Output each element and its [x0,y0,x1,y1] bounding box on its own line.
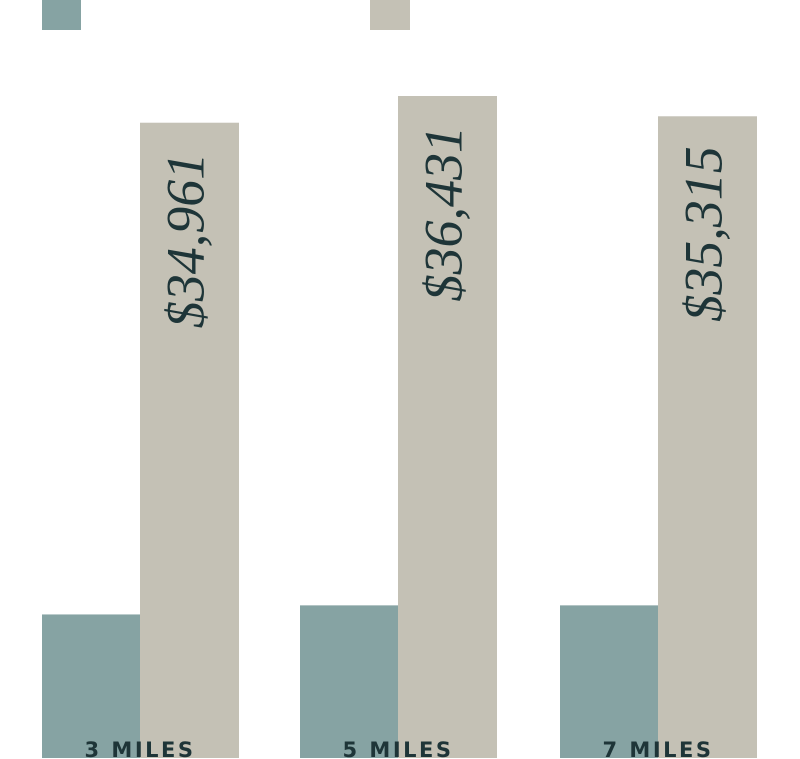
legend-swatch [370,0,410,30]
category-label: 5 MILES [343,738,454,759]
value-label: $35,315 [673,146,733,322]
category-label: 7 MILES [603,738,714,759]
category-label: 3 MILES [85,738,196,759]
value-label: $36,431 [413,126,473,302]
value-label: $34,961 [155,153,215,328]
bar [398,96,497,758]
bar [42,614,141,758]
bar [140,122,239,759]
bar [300,605,399,758]
bar [560,605,659,758]
bar [658,116,757,758]
legend-swatch [42,0,81,30]
